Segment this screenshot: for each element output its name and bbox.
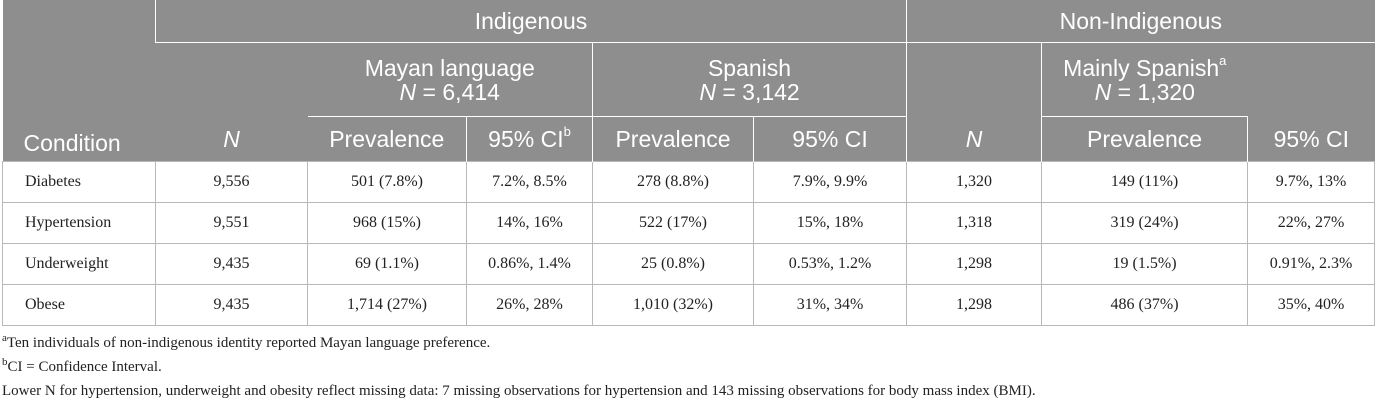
cell-mayan-prevalence: 501 (7.8%) bbox=[307, 160, 467, 203]
cell-n-indigenous: 9,435 bbox=[155, 242, 308, 285]
header-blank-non-ci bbox=[1247, 42, 1375, 117]
cell-mayan-ci: 14%, 16% bbox=[466, 201, 593, 244]
header-mainly-spanish: Mainly Spanisha N = 1,320 bbox=[1041, 42, 1248, 117]
header-blank-n bbox=[155, 42, 308, 117]
cell-mayan-ci: 7.2%, 8.5% bbox=[466, 160, 593, 203]
cell-spanish-prevalence: 278 (8.8%) bbox=[592, 160, 754, 203]
header-n-indigenous: N bbox=[155, 116, 308, 161]
prevalence-table: Indigenous Non-Indigenous Mayan language… bbox=[2, 0, 1376, 326]
mayan-language-label: Mayan language bbox=[364, 54, 535, 81]
cell-mayan-prevalence: 968 (15%) bbox=[307, 201, 467, 244]
spanish-label: Spanish bbox=[707, 54, 792, 81]
cell-mayan-prevalence: 69 (1.1%) bbox=[307, 242, 467, 285]
header-non-prevalence: Prevalence bbox=[1041, 116, 1248, 161]
header-spanish-prevalence: Prevalence bbox=[592, 116, 754, 161]
mayan-n: N = 6,414 bbox=[399, 78, 500, 105]
cell-spanish-ci: 15%, 18% bbox=[752, 201, 908, 244]
cell-spanish-prevalence: 1,010 (32%) bbox=[592, 283, 754, 326]
table-row: Hypertension 9,551 968 (15%) 14%, 16% 52… bbox=[2, 201, 1376, 244]
header-n-non-indigenous: N bbox=[906, 116, 1042, 161]
cell-n-indigenous: 9,435 bbox=[155, 283, 308, 326]
header-spanish: Spanish N = 3,142 bbox=[591, 42, 907, 117]
cell-mayan-prevalence: 1,714 (27%) bbox=[307, 283, 467, 326]
header-non-ci: 95% CI bbox=[1247, 116, 1375, 161]
cell-non-prevalence: 319 (24%) bbox=[1041, 201, 1249, 244]
cell-mayan-ci: 26%, 28% bbox=[466, 283, 593, 326]
cell-n-indigenous: 9,551 bbox=[155, 201, 308, 244]
header-blank bbox=[2, 0, 156, 43]
spanish-n: N = 3,142 bbox=[699, 78, 800, 105]
header-blank-non-n bbox=[906, 42, 1042, 117]
header-mayan-prevalence: Prevalence bbox=[307, 116, 467, 161]
cell-n-indigenous: 9,556 bbox=[155, 160, 308, 203]
mainly-spanish-label: Mainly Spanisha bbox=[1063, 52, 1227, 81]
cell-n-non-indigenous: 1,318 bbox=[906, 201, 1043, 244]
cell-condition: Obese bbox=[2, 283, 156, 326]
footnote-b: bCI = Confidence Interval. bbox=[2, 355, 162, 375]
cell-non-prevalence: 149 (11%) bbox=[1041, 160, 1249, 203]
cell-spanish-prevalence: 25 (0.8%) bbox=[592, 242, 754, 285]
footnote-a: aTen individuals of non-indigenous ident… bbox=[2, 331, 491, 351]
cell-non-ci: 35%, 40% bbox=[1247, 283, 1376, 326]
header-mayan-language: Mayan language N = 6,414 bbox=[307, 42, 593, 117]
header-condition: Condition bbox=[2, 116, 156, 161]
header-mayan-ci: 95% CIb bbox=[466, 116, 593, 161]
table-row: Diabetes 9,556 501 (7.8%) 7.2%, 8.5% 278… bbox=[2, 160, 1376, 203]
table-row: Obese 9,435 1,714 (27%) 26%, 28% 1,010 (… bbox=[2, 283, 1376, 326]
footnote-missing-data: Lower N for hypertension, underweight an… bbox=[2, 382, 1036, 399]
cell-spanish-ci: 0.53%, 1.2% bbox=[752, 242, 908, 285]
mainly-spanish-n: N = 1,320 bbox=[1094, 78, 1195, 105]
cell-n-non-indigenous: 1,298 bbox=[906, 283, 1043, 326]
cell-spanish-prevalence: 522 (17%) bbox=[592, 201, 754, 244]
cell-condition: Underweight bbox=[2, 242, 156, 285]
header-indigenous: Indigenous bbox=[154, 0, 907, 43]
cell-spanish-ci: 7.9%, 9.9% bbox=[752, 160, 908, 203]
cell-non-ci: 9.7%, 13% bbox=[1247, 160, 1376, 203]
cell-n-non-indigenous: 1,298 bbox=[906, 242, 1043, 285]
cell-condition: Diabetes bbox=[2, 160, 156, 203]
table-footnotes: aTen individuals of non-indigenous ident… bbox=[0, 326, 1376, 403]
cell-non-prevalence: 19 (1.5%) bbox=[1041, 242, 1249, 285]
cell-non-ci: 0.91%, 2.3% bbox=[1247, 242, 1376, 285]
cell-spanish-ci: 31%, 34% bbox=[752, 283, 908, 326]
cell-n-non-indigenous: 1,320 bbox=[906, 160, 1043, 203]
header-spanish-ci: 95% CI bbox=[752, 116, 907, 161]
cell-mayan-ci: 0.86%, 1.4% bbox=[466, 242, 593, 285]
table-row: Underweight 9,435 69 (1.1%) 0.86%, 1.4% … bbox=[2, 242, 1376, 285]
cell-non-ci: 22%, 27% bbox=[1247, 201, 1376, 244]
header-blank-2 bbox=[2, 42, 156, 117]
cell-condition: Hypertension bbox=[2, 201, 156, 244]
header-non-indigenous: Non-Indigenous bbox=[906, 0, 1375, 43]
cell-non-prevalence: 486 (37%) bbox=[1041, 283, 1249, 326]
